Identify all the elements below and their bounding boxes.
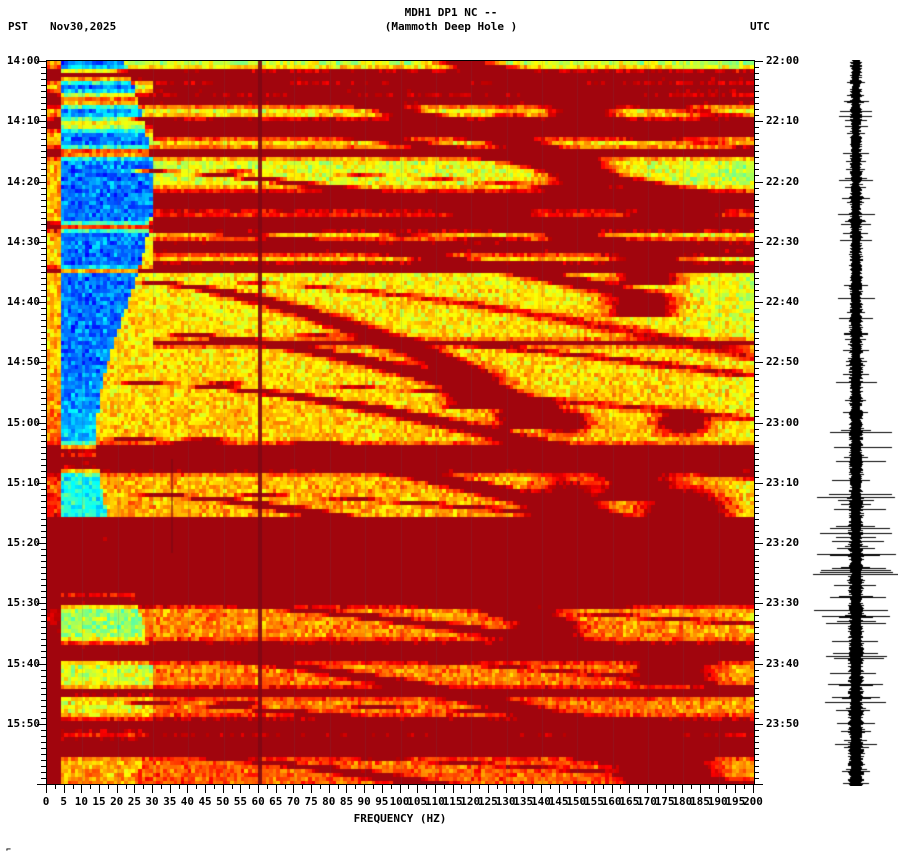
time-tick-right-7: 23:10 xyxy=(766,476,800,489)
freq-tick-140: 140 xyxy=(530,795,551,808)
freq-tick-55: 55 xyxy=(233,795,248,808)
freq-tick-100: 100 xyxy=(389,795,410,808)
freq-tick-80: 80 xyxy=(322,795,336,808)
time-tick-left-7: 15:10 xyxy=(6,476,40,489)
freq-tick-20: 20 xyxy=(110,795,124,808)
freq-tick-60: 60 xyxy=(251,795,265,808)
freq-tick-145: 145 xyxy=(548,795,569,808)
freq-tick-5: 5 xyxy=(60,795,67,808)
freq-tick-105: 105 xyxy=(407,795,428,808)
helicorder-canvas xyxy=(812,60,898,786)
freq-tick-185: 185 xyxy=(690,795,710,808)
freq-tick-195: 195 xyxy=(725,795,746,808)
right-timezone-label: UTC xyxy=(750,20,770,33)
helicorder-trace xyxy=(812,60,898,786)
time-tick-right-3: 22:30 xyxy=(766,235,800,248)
spectrogram-plot[interactable] xyxy=(46,61,755,784)
freq-tick-95: 95 xyxy=(375,795,389,808)
time-tick-left-0: 14:00 xyxy=(6,54,40,67)
freq-tick-125: 125 xyxy=(477,795,498,808)
freq-tick-180: 180 xyxy=(672,795,693,808)
freq-tick-25: 25 xyxy=(127,795,141,808)
time-tick-left-1: 14:10 xyxy=(6,114,40,127)
freq-tick-135: 135 xyxy=(513,795,534,808)
freq-tick-45: 45 xyxy=(198,795,212,808)
corner-mark: ⌐ xyxy=(6,845,11,854)
freq-tick-150: 150 xyxy=(566,795,587,808)
freq-tick-175: 175 xyxy=(654,795,675,808)
time-tick-left-5: 14:50 xyxy=(6,355,40,368)
freq-tick-120: 120 xyxy=(460,795,481,808)
spectrogram-canvas xyxy=(47,61,754,784)
time-tick-right-2: 22:20 xyxy=(766,175,800,188)
time-tick-left-8: 15:20 xyxy=(6,536,40,549)
page-title: MDH1 DP1 NC -- xyxy=(404,6,498,19)
freq-tick-115: 115 xyxy=(442,795,463,808)
freq-tick-75: 75 xyxy=(304,795,318,808)
page-subtitle: (Mammoth Deep Hole ) xyxy=(384,20,518,33)
freq-tick-190: 190 xyxy=(707,795,728,808)
time-tick-left-10: 15:40 xyxy=(6,657,40,670)
left-timezone-label: PST xyxy=(8,20,28,33)
time-tick-right-10: 23:40 xyxy=(766,657,800,670)
time-tick-right-1: 22:10 xyxy=(766,114,800,127)
freq-tick-30: 30 xyxy=(145,795,159,808)
time-tick-right-8: 23:20 xyxy=(766,536,800,549)
freq-tick-160: 160 xyxy=(601,795,622,808)
freq-tick-170: 170 xyxy=(637,795,657,808)
freq-tick-130: 130 xyxy=(495,795,516,808)
freq-tick-35: 35 xyxy=(163,795,177,808)
frequency-axis-title: FREQUENCY (HZ) xyxy=(353,812,447,825)
freq-tick-15: 15 xyxy=(92,795,106,808)
freq-tick-155: 155 xyxy=(583,795,604,808)
time-tick-left-2: 14:20 xyxy=(6,175,40,188)
time-tick-left-11: 15:50 xyxy=(6,717,40,730)
freq-tick-200: 200 xyxy=(743,795,763,808)
freq-tick-65: 65 xyxy=(269,795,283,808)
time-tick-right-5: 22:50 xyxy=(766,355,800,368)
freq-tick-40: 40 xyxy=(180,795,195,808)
plot-bottom-border xyxy=(46,784,755,785)
freq-tick-70: 70 xyxy=(286,795,301,808)
time-tick-left-6: 15:00 xyxy=(6,416,40,429)
time-tick-right-9: 23:30 xyxy=(766,596,800,609)
freq-tick-0: 0 xyxy=(42,795,50,808)
plot-top-border xyxy=(46,60,755,61)
freq-tick-90: 90 xyxy=(357,795,371,808)
freq-tick-165: 165 xyxy=(619,795,640,808)
time-tick-right-4: 22:40 xyxy=(766,295,800,308)
time-tick-right-11: 23:50 xyxy=(766,717,800,730)
date-label: Nov30,2025 xyxy=(50,20,117,33)
time-tick-left-4: 14:40 xyxy=(6,295,40,308)
time-tick-left-3: 14:30 xyxy=(6,235,40,248)
freq-tick-50: 50 xyxy=(216,795,230,808)
freq-tick-85: 85 xyxy=(339,795,354,808)
freq-tick-110: 110 xyxy=(424,795,445,808)
time-tick-right-6: 23:00 xyxy=(766,416,800,429)
freq-tick-10: 10 xyxy=(74,795,88,808)
time-tick-right-0: 22:00 xyxy=(766,54,800,67)
time-tick-left-9: 15:30 xyxy=(6,596,40,609)
